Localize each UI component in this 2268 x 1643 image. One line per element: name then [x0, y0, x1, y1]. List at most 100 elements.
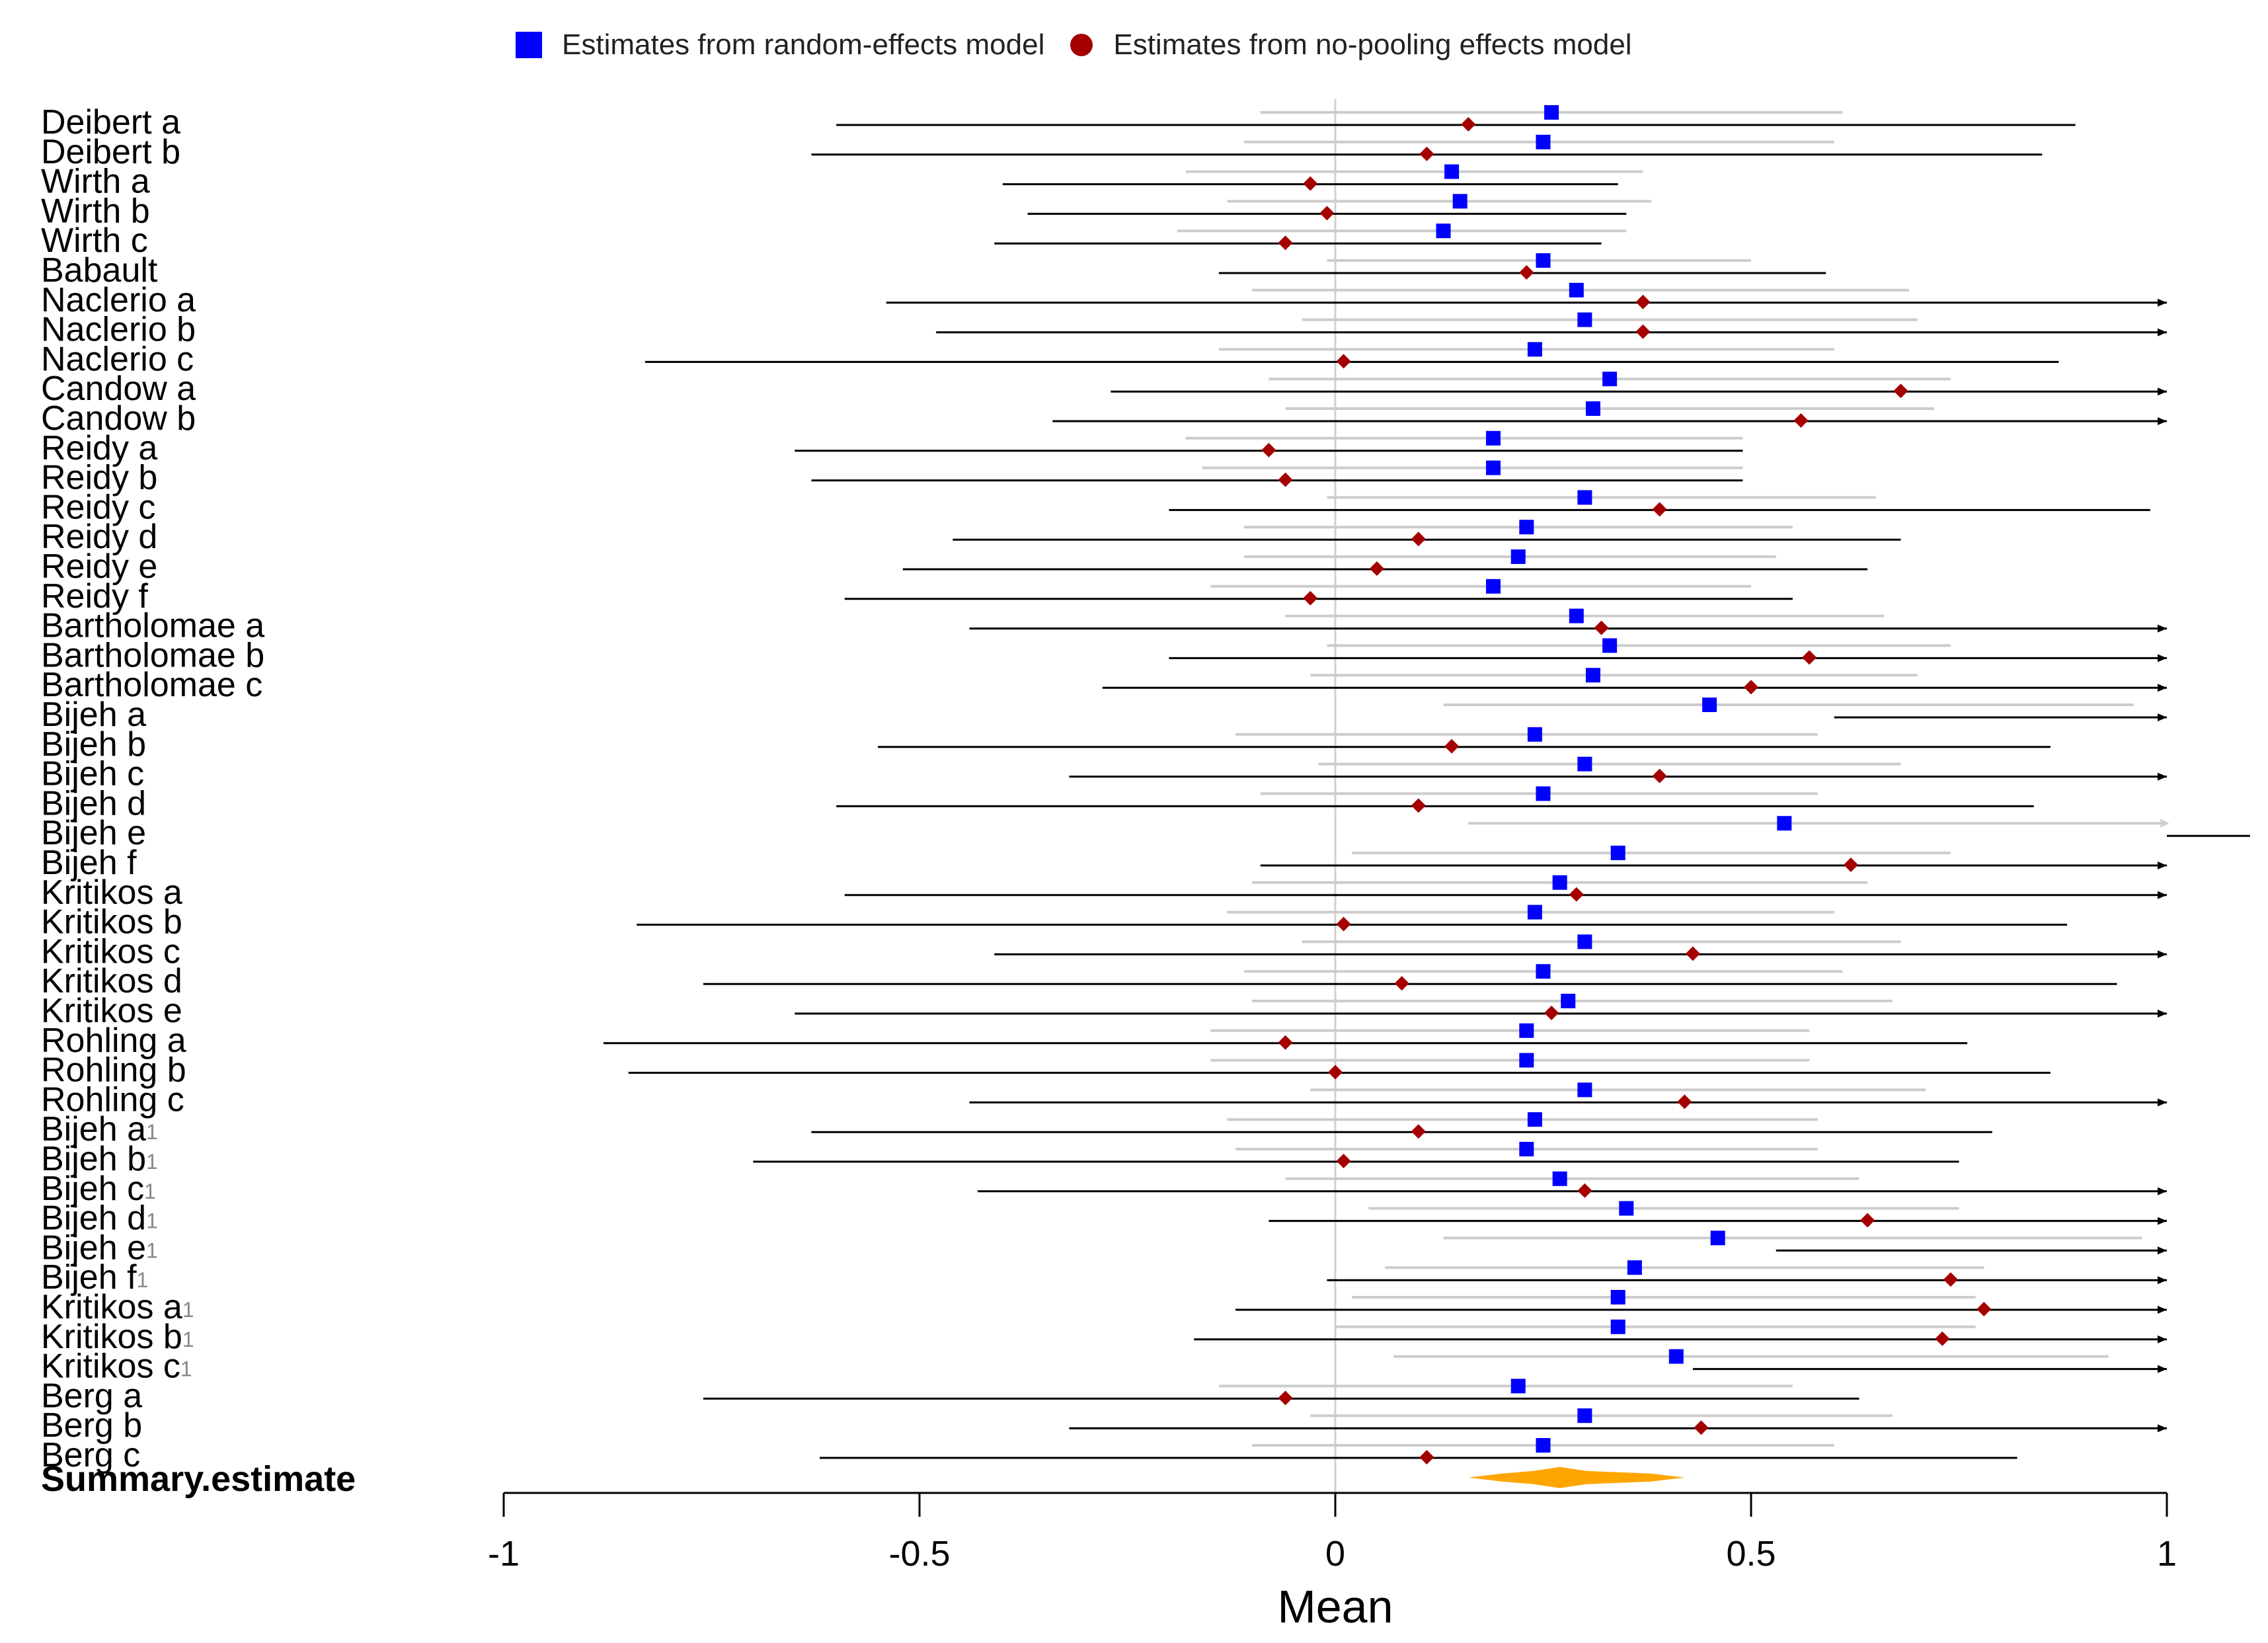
study-name: Berg c	[41, 1436, 140, 1474]
random-point	[1577, 756, 1592, 772]
study-label: Bijeh c1	[41, 1170, 156, 1208]
random-point	[1486, 460, 1501, 475]
study-label: Bijeh b	[41, 725, 146, 764]
nopool-point	[1635, 294, 1651, 309]
study-name: Bijeh e	[41, 1228, 146, 1267]
nopool-ci-arrow	[2158, 1098, 2167, 1107]
study-name: Wirth a	[41, 163, 150, 201]
study-name: Babault	[41, 251, 158, 290]
nopool-point	[1278, 235, 1293, 251]
study-label: Reidy e	[41, 547, 157, 586]
nopool-point	[1419, 146, 1434, 161]
study-row	[1111, 372, 2167, 399]
study-label: Kritikos c1	[41, 1347, 192, 1386]
study-superscript: 1	[146, 1238, 158, 1262]
study-row	[1443, 698, 2167, 721]
study-name: Deibert a	[41, 103, 180, 141]
random-point	[1436, 223, 1451, 239]
study-row	[1393, 1349, 2167, 1373]
nopool-point	[1893, 383, 1908, 399]
x-tick-label: -1	[488, 1534, 520, 1574]
study-row	[1468, 816, 2250, 837]
study-name: Kritikos c	[41, 1347, 180, 1386]
study-label: Wirth b	[41, 192, 150, 230]
study-name: Bijeh b	[41, 1140, 146, 1178]
study-label: Deibert b	[41, 133, 180, 171]
x-tick-label: 0.5	[1726, 1534, 1776, 1574]
study-name: Bijeh c	[41, 1170, 144, 1208]
study-row	[603, 1023, 1968, 1050]
nopool-ci-arrow	[2158, 624, 2167, 633]
study-name: Bartholomae c	[41, 666, 262, 704]
study-row	[836, 786, 2034, 813]
random-point	[1577, 934, 1592, 949]
random-point	[1710, 1230, 1725, 1246]
red-circle-icon	[1070, 34, 1093, 56]
study-name: Reidy c	[41, 488, 155, 526]
nopool-ci-arrow	[2158, 713, 2167, 721]
nopool-ci-arrow	[2158, 772, 2167, 781]
study-label: Candow b	[41, 399, 196, 438]
random-point	[1569, 282, 1584, 298]
study-name: Reidy d	[41, 518, 157, 556]
random-point	[1536, 253, 1551, 268]
legend-item-random: Estimates from random-effects model	[516, 28, 1044, 61]
random-point	[1668, 1349, 1684, 1364]
nopool-point	[1577, 1183, 1592, 1198]
nopool-point	[1303, 590, 1318, 606]
nopool-point	[1278, 1390, 1293, 1406]
study-name: Rohling b	[41, 1051, 186, 1090]
study-row	[820, 1438, 2017, 1464]
study-label: Kritikos b1	[41, 1318, 194, 1356]
random-point	[1486, 430, 1501, 446]
study-name: Kritikos d	[41, 962, 182, 1000]
random-point	[1510, 549, 1526, 564]
study-label: Kritikos e	[41, 992, 182, 1030]
study-row	[1327, 1260, 2167, 1287]
study-name: Reidy f	[41, 577, 148, 616]
study-name: Bartholomae a	[41, 607, 264, 645]
random-ci-arrow	[2160, 819, 2170, 828]
random-point	[1610, 1319, 1625, 1334]
random-point	[1602, 638, 1618, 653]
nopool-point	[1802, 650, 1817, 665]
study-row	[902, 549, 1868, 576]
random-point	[1702, 698, 1717, 712]
study-name: Naclerio b	[41, 311, 196, 349]
study-label: Bartholomae c	[41, 666, 262, 704]
nopool-point	[1411, 532, 1426, 547]
nopool-point	[1635, 324, 1651, 339]
nopool-point	[1519, 265, 1534, 280]
study-label: Reidy d	[41, 518, 157, 556]
study-label: Reidy a	[41, 429, 157, 467]
random-point	[1577, 1082, 1592, 1098]
study-name: Candow a	[41, 370, 196, 408]
study-name: Bijeh e	[41, 814, 146, 852]
study-label: Bartholomae a	[41, 607, 264, 645]
study-name: Bijeh d	[41, 1199, 146, 1238]
study-row	[1194, 1319, 2167, 1346]
study-row	[703, 1379, 1859, 1406]
study-row	[795, 994, 2167, 1020]
study-label: Deibert a	[41, 103, 180, 141]
study-row	[878, 727, 2051, 754]
random-point	[1552, 1171, 1567, 1186]
nopool-point	[1336, 1154, 1351, 1168]
study-row	[637, 904, 2068, 932]
study-row	[1169, 490, 2150, 517]
x-tick-label: 0	[1325, 1534, 1345, 1574]
study-name: Rohling a	[41, 1022, 186, 1060]
random-point	[1527, 1112, 1542, 1127]
nopool-point	[1328, 1064, 1343, 1080]
study-row	[844, 875, 2167, 902]
random-point	[1510, 1379, 1526, 1394]
study-row	[978, 1171, 2167, 1198]
nopool-point	[1278, 1035, 1293, 1050]
study-row	[994, 223, 1627, 251]
study-name: Bijeh f	[41, 1258, 137, 1297]
study-row	[628, 1053, 2051, 1080]
random-point	[1536, 964, 1551, 979]
study-name: Naclerio c	[41, 340, 194, 378]
nopool-ci-arrow	[2158, 387, 2167, 396]
study-name: Candow b	[41, 399, 196, 438]
